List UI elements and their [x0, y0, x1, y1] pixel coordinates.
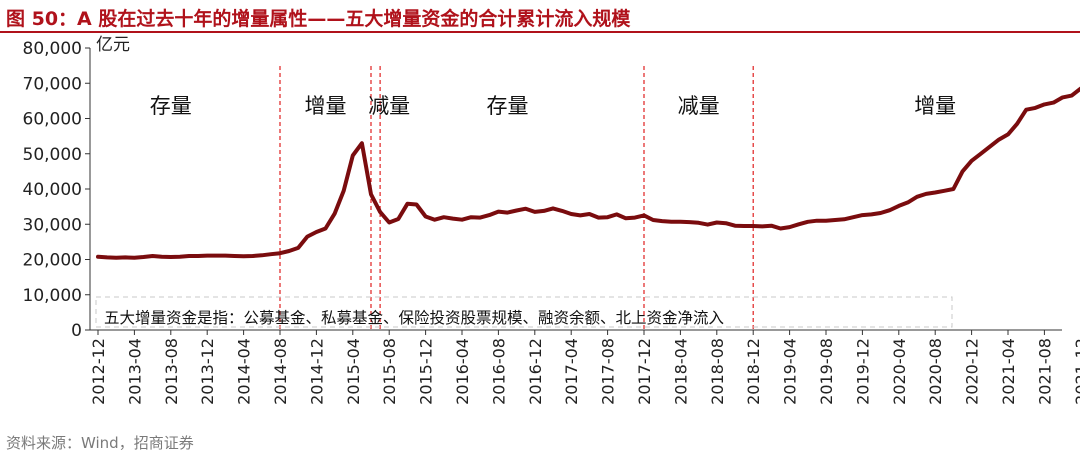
x-tick-label: 2014-12 [307, 338, 326, 405]
x-tick-label: 2019-12 [853, 338, 872, 405]
y-tick-label: 60,000 [23, 110, 82, 130]
y-tick-label: 30,000 [23, 215, 82, 235]
note-text: 五大增量资金是指：公募基金、私募基金、保险投资股票规模、融资余额、北上资金净流入 [104, 308, 724, 327]
regime-label: 存量 [150, 94, 192, 118]
x-tick-label: 2016-12 [526, 338, 545, 405]
y-tick-label: 20,000 [23, 251, 82, 271]
source-note: 资料来源：Wind，招商证券 [6, 434, 194, 452]
x-tick-label: 2012-12 [89, 338, 108, 405]
x-tick-label: 2016-04 [453, 338, 472, 405]
x-tick-label: 2016-08 [489, 338, 508, 405]
y-tick-label: 40,000 [23, 180, 82, 200]
x-tick-label: 2014-08 [271, 338, 290, 405]
y-tick-label: 0 [71, 321, 82, 341]
x-tick-label: 2019-04 [781, 338, 800, 405]
x-tick-label: 2021-08 [1035, 338, 1054, 405]
x-tick-label: 2015-12 [417, 338, 436, 405]
x-tick-label: 2017-12 [635, 338, 654, 405]
regime-label: 减量 [368, 94, 410, 118]
y-tick-label: 70,000 [23, 74, 82, 94]
x-tick-label: 2018-12 [744, 338, 763, 405]
regime-label: 减量 [678, 94, 720, 118]
x-tick-label: 2018-08 [708, 338, 727, 405]
regime-labels: 存量增量减量存量减量增量减量存量 [150, 94, 956, 118]
x-tick-label: 2017-08 [599, 338, 618, 405]
x-tick-label: 2018-04 [671, 338, 690, 405]
x-tick-label: 2020-08 [926, 338, 945, 405]
chart-axes: 0 10,000 20,000 30,000 40,000 50,000 60,000 70,… [23, 39, 1080, 405]
line-chart: 0 10,000 20,000 30,000 40,000 50,000 60,000 70,… [23, 35, 1080, 405]
regime-label: 增量 [914, 94, 956, 118]
series-line [96, 86, 1080, 260]
x-tick-label: 2014-04 [235, 338, 254, 405]
x-tick-label: 2020-04 [890, 338, 909, 405]
x-tick-label: 2013-12 [198, 338, 217, 405]
note-box: 五大增量资金是指：公募基金、私募基金、保险投资股票规模、融资余额、北上资金净流入 [95, 296, 953, 328]
y-tick-label: 10,000 [23, 286, 82, 306]
y-tick-label: 50,000 [23, 145, 82, 165]
x-tick-label: 2015-08 [380, 338, 399, 405]
x-tick-label: 2013-04 [125, 338, 144, 405]
chart-title: 图 50：A 股在过去十年的增量属性——五大增量资金的合计累计流入规模 [6, 8, 631, 30]
x-tick-label: 2013-08 [162, 338, 181, 405]
x-tick-label: 2015-04 [344, 338, 363, 405]
x-tick-label: 2019-08 [817, 338, 836, 405]
x-tick-label: 2017-04 [562, 338, 581, 405]
x-tick-label: 2021-04 [999, 338, 1018, 405]
regime-label: 增量 [305, 94, 347, 118]
regime-dividers [279, 66, 754, 330]
note-box-border [95, 296, 953, 328]
x-tick-label: 2021-12 [1072, 338, 1080, 405]
regime-label: 存量 [487, 94, 529, 118]
y-tick-label: 80,000 [23, 39, 82, 59]
x-tick-label: 2020-12 [963, 338, 982, 405]
data-series [96, 86, 1080, 260]
title-rule [0, 31, 1080, 33]
y-axis-unit: 亿元 [96, 35, 130, 55]
